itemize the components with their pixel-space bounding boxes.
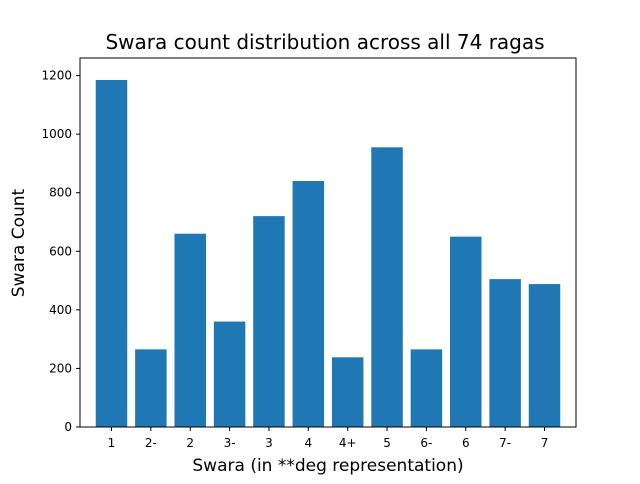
- x-tick-label: 2: [186, 436, 194, 450]
- bar: [213, 321, 246, 427]
- y-tick-label: 1000: [41, 127, 72, 141]
- bar: [174, 233, 206, 427]
- bar: [95, 79, 128, 427]
- x-tick-label: 2-: [145, 436, 157, 450]
- x-tick-label: 4+: [339, 436, 357, 450]
- y-tick-label: 400: [49, 303, 72, 317]
- y-tick-label: 1200: [41, 69, 72, 83]
- bar: [410, 349, 443, 427]
- bar: [292, 181, 325, 427]
- bar: [135, 349, 167, 427]
- bar: [528, 284, 561, 427]
- x-axis-label: Swara (in **deg representation): [192, 456, 463, 476]
- bar: [253, 216, 285, 427]
- bar: [489, 279, 521, 427]
- y-tick-label: 600: [49, 244, 72, 258]
- bar: [450, 236, 482, 427]
- x-tick-label: 4: [304, 436, 312, 450]
- bar: [331, 357, 364, 427]
- bar: [371, 147, 403, 428]
- chart-title: Swara count distribution across all 74 r…: [105, 30, 544, 54]
- y-tick-label: 0: [64, 420, 72, 434]
- x-tick-label: 1: [108, 436, 116, 450]
- x-tick-label: 3: [265, 436, 273, 450]
- y-tick-label: 800: [49, 186, 72, 200]
- x-tick-label: 6: [462, 436, 470, 450]
- x-tick-label: 3-: [224, 436, 236, 450]
- x-tick-label: 5: [383, 436, 391, 450]
- plot-area: 0 200 400 600 800 1000 1200 1 2- 2 3- 3 4 4+ 5 6- 6 7- 7: [41, 57, 577, 450]
- x-tick-label: 7: [541, 436, 549, 450]
- y-tick-label: 200: [49, 361, 72, 375]
- y-axis-label: Swara Count: [9, 188, 29, 297]
- x-tick-label: 6-: [420, 436, 432, 450]
- x-tick-label: 7-: [499, 436, 511, 450]
- plot-frame: [79, 57, 577, 428]
